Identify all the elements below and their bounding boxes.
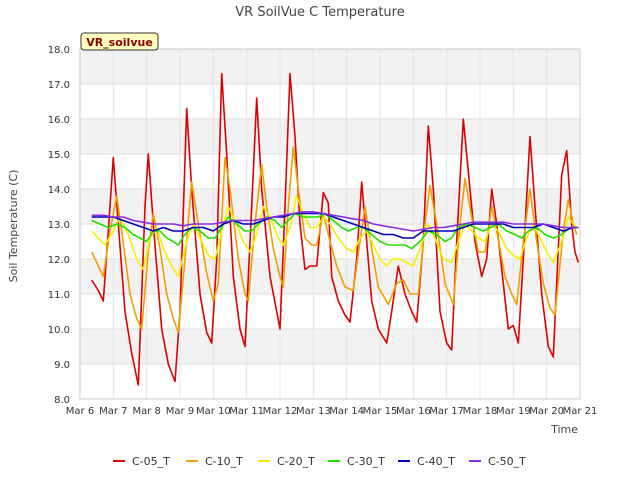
legend: C-05_T C-10_T C-20_T C-30_T C-40_T C-50_T <box>113 455 526 468</box>
grid-band <box>80 329 580 364</box>
legend-label: C-10_T <box>205 455 243 468</box>
y-axis-label: Soil Temperature (C) <box>7 170 20 283</box>
x-axis-label: Time <box>550 423 578 436</box>
site-badge-label: VR_soilvue <box>86 36 153 49</box>
series-line-c-20-t <box>91 195 578 278</box>
x-tick-label: Mar 14 <box>329 406 364 417</box>
plot-bands <box>80 49 580 364</box>
x-tick-label: Mar 13 <box>296 406 331 417</box>
x-tick-label: Mar 7 <box>99 406 127 417</box>
grid-band <box>80 49 580 84</box>
y-tick-label: 16.0 <box>48 115 70 126</box>
x-tick-label: Mar 9 <box>166 406 194 417</box>
series-line-c-40-t <box>91 212 579 239</box>
x-tick-label: Mar 12 <box>263 406 298 417</box>
plot-frame <box>79 48 581 400</box>
x-tick-label: Mar 10 <box>196 406 231 417</box>
x-tick-label: Mar 8 <box>132 406 160 417</box>
x-tick-label: Mar 16 <box>396 406 431 417</box>
y-tick-label: 12.0 <box>48 255 70 266</box>
y-tick-label: 18.0 <box>48 45 70 56</box>
legend-label: C-30_T <box>347 455 385 468</box>
x-tick-label: Mar 20 <box>529 406 564 417</box>
y-tick-label: 15.0 <box>48 150 70 161</box>
legend-label: C-20_T <box>277 455 315 468</box>
y-tick-label: 9.0 <box>54 360 70 371</box>
chart-title: VR SoilVue C Temperature <box>235 5 404 20</box>
y-tick-label: 17.0 <box>48 80 70 91</box>
site-badge: VR_soilvue <box>80 32 159 51</box>
series-line-c-05-t <box>91 72 580 386</box>
axis-ticks: 8.0 9.0 10.0 11.0 12.0 13.0 14.0 15.0 16.0 17.0 18… <box>48 45 598 417</box>
series-line-c-50-t <box>91 211 579 232</box>
x-tick-label: Mar 11 <box>229 406 264 417</box>
x-tick-label: Mar 15 <box>363 406 398 417</box>
x-tick-label: Mar 21 <box>563 406 598 417</box>
x-tick-label: Mar 6 <box>66 406 94 417</box>
x-tick-label: Mar 19 <box>496 406 531 417</box>
y-tick-label: 10.0 <box>48 325 70 336</box>
x-tick-label: Mar 18 <box>463 406 498 417</box>
y-tick-label: 14.0 <box>48 185 70 196</box>
legend-label: C-05_T <box>132 455 170 468</box>
y-tick-label: 13.0 <box>48 220 70 231</box>
site-badge-box <box>80 32 159 51</box>
legend-label: C-50_T <box>488 455 526 468</box>
grid-band <box>80 119 580 154</box>
y-tick-label: 8.0 <box>54 395 70 406</box>
x-tick-label: Mar 17 <box>429 406 464 417</box>
series-lines <box>90 72 580 386</box>
legend-label: C-40_T <box>417 455 455 468</box>
y-tick-label: 11.0 <box>48 290 70 301</box>
